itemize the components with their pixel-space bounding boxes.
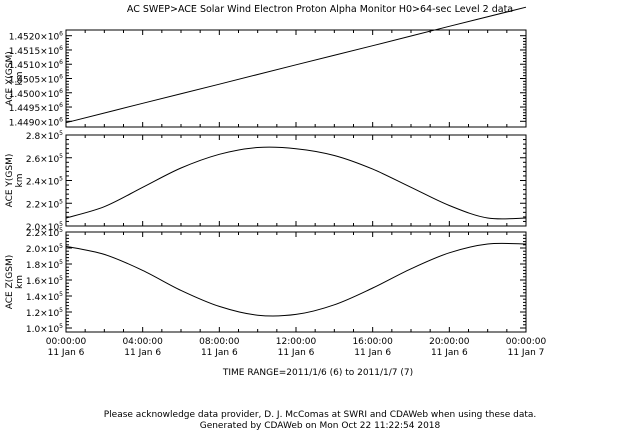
x-tick-date-label: 11 Jan 6	[431, 348, 468, 358]
y-tick-label: 1.4520×106	[9, 31, 63, 43]
panel-1: 1.4490×106 1.4495×106 1.4500×106 1.4505×106…	[5, 6, 527, 128]
series-line	[65, 242, 527, 317]
y-tick-label: 2.2×105	[26, 227, 63, 239]
series-line	[65, 146, 527, 220]
y-axis-label: ACE Z(GSM)	[5, 255, 15, 309]
x-tick-date-label: 11 Jan 6	[278, 348, 315, 358]
x-tick-time-label: 00:00:00	[46, 337, 87, 347]
y-tick-label: 2.0×105	[26, 243, 63, 255]
y-tick-label: 2.6×105	[26, 153, 63, 165]
y-tick-label: 1.4505×106	[9, 74, 63, 86]
x-tick-date-label: 11 Jan 6	[48, 348, 85, 358]
y-tick-label: 2.2×105	[26, 198, 63, 210]
time-range-label: TIME RANGE=2011/1/6 (6) to 2011/1/7 (7)	[222, 368, 413, 378]
y-tick-label: 1.4×105	[26, 291, 63, 303]
acknowledgement-text: Please acknowledge data provider, D. J. …	[104, 410, 537, 420]
y-tick-label: 1.2×105	[26, 307, 63, 319]
y-tick-label: 1.0×105	[26, 323, 63, 335]
y-tick-label: 1.4510×106	[9, 59, 63, 71]
x-tick-date-label: 11 Jan 6	[201, 348, 238, 358]
series-line	[65, 6, 527, 124]
y-tick-label: 1.4500×106	[9, 88, 63, 100]
y-axis-label: ACE X(GSM)	[5, 51, 15, 105]
panel-3: 1.0×105 1.2×105 1.4×105 1.6×105 1.8×105 2.0×1…	[5, 227, 527, 335]
y-tick-label: 1.4490×106	[9, 116, 63, 128]
y-tick-label: 1.4515×106	[9, 45, 63, 57]
x-tick-time-label: 00:00:00	[506, 337, 547, 347]
y-axis-unit: km	[15, 275, 25, 289]
panel-2: 2.0×105 2.2×105 2.4×105 2.6×105 2.8×105 ACE Y…	[5, 130, 527, 233]
x-tick-date-label: 11 Jan 6	[354, 348, 391, 358]
x-tick-time-label: 12:00:00	[276, 337, 317, 347]
x-tick-date-label: 11 Jan 7	[508, 348, 545, 358]
plot-title: AC SWEP>ACE Solar Wind Electron Proton A…	[127, 4, 513, 15]
y-axis-unit: km	[15, 72, 25, 86]
y-tick-label: 1.6×105	[26, 275, 63, 287]
y-tick-label: 2.0×105	[26, 221, 63, 233]
y-axis-label: ACE Y(GSM)	[5, 154, 15, 208]
panels: 1.4490×106 1.4495×106 1.4500×106 1.4505×106…	[5, 6, 527, 335]
y-tick-label: 2.4×105	[26, 176, 63, 188]
y-axis-unit: km	[15, 174, 25, 188]
y-tick-label: 1.8×105	[26, 259, 63, 271]
x-tick-date-label: 11 Jan 6	[124, 348, 161, 358]
x-tick-time-label: 16:00:00	[352, 337, 393, 347]
panel-frame	[65, 29, 527, 128]
x-tick-time-label: 08:00:00	[199, 337, 240, 347]
y-tick-label: 2.8×105	[26, 130, 63, 142]
panel-frame	[65, 231, 527, 333]
generated-text: Generated by CDAWeb on Mon Oct 22 11:22:…	[200, 421, 441, 431]
x-tick-time-label: 04:00:00	[122, 337, 163, 347]
x-tick-time-label: 20:00:00	[429, 337, 470, 347]
y-tick-label: 1.4495×106	[9, 102, 63, 114]
